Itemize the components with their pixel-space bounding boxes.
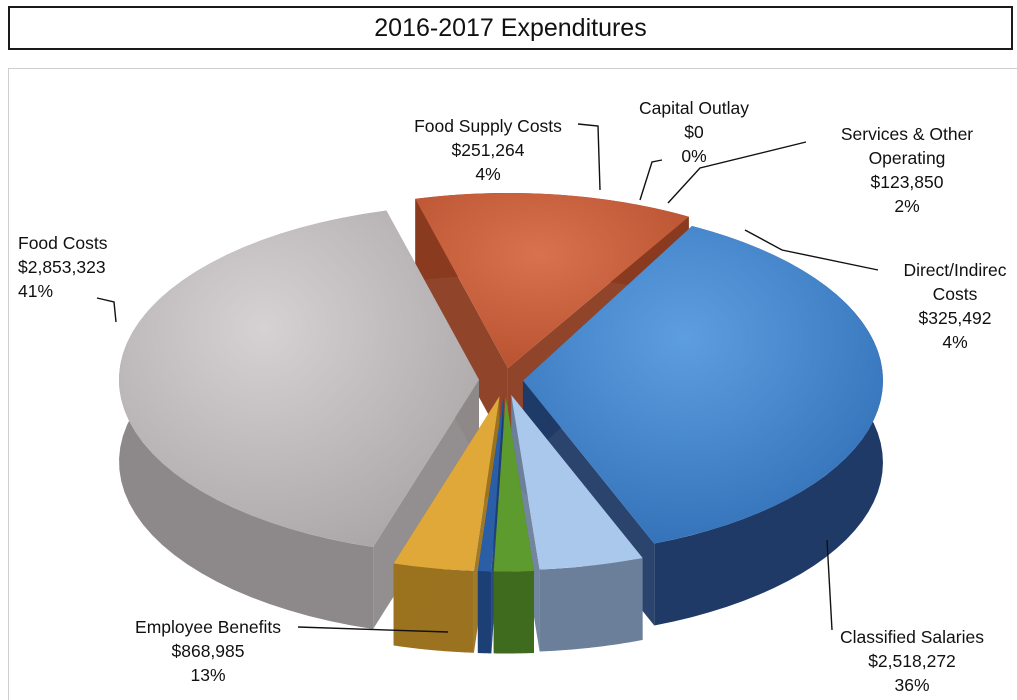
leader-line [297,626,449,633]
leader-line [667,141,807,204]
data-label-direct-indirect-costs: Direct/Indirec Costs $325,492 4% [903,260,1006,352]
leader-line [577,123,601,191]
data-label-food-costs: Food Costs $2,853,323 41% [18,233,108,301]
pie-slice-direct-indirect-costs [511,395,643,652]
data-label-services-other-operating: Services & Other Operating $123,850 2% [841,124,973,216]
data-label-capital-outlay: Capital Outlay $0 0% [639,98,749,166]
leader-line [639,159,663,201]
leader-line [826,539,833,631]
chart-title: 2016-2017 Expenditures [8,6,1013,50]
data-label-classified-salaries: Classified Salaries $2,518,272 36% [840,627,984,695]
data-label-food-supply-costs: Food Supply Costs $251,264 4% [414,116,562,184]
data-label-employee-benefits: Employee Benefits $868,985 13% [135,617,281,685]
pie-slice-services-other-operating [493,396,534,654]
pie-slice-food-costs [119,210,480,629]
leader-line [744,229,879,271]
leader-line [96,297,117,323]
